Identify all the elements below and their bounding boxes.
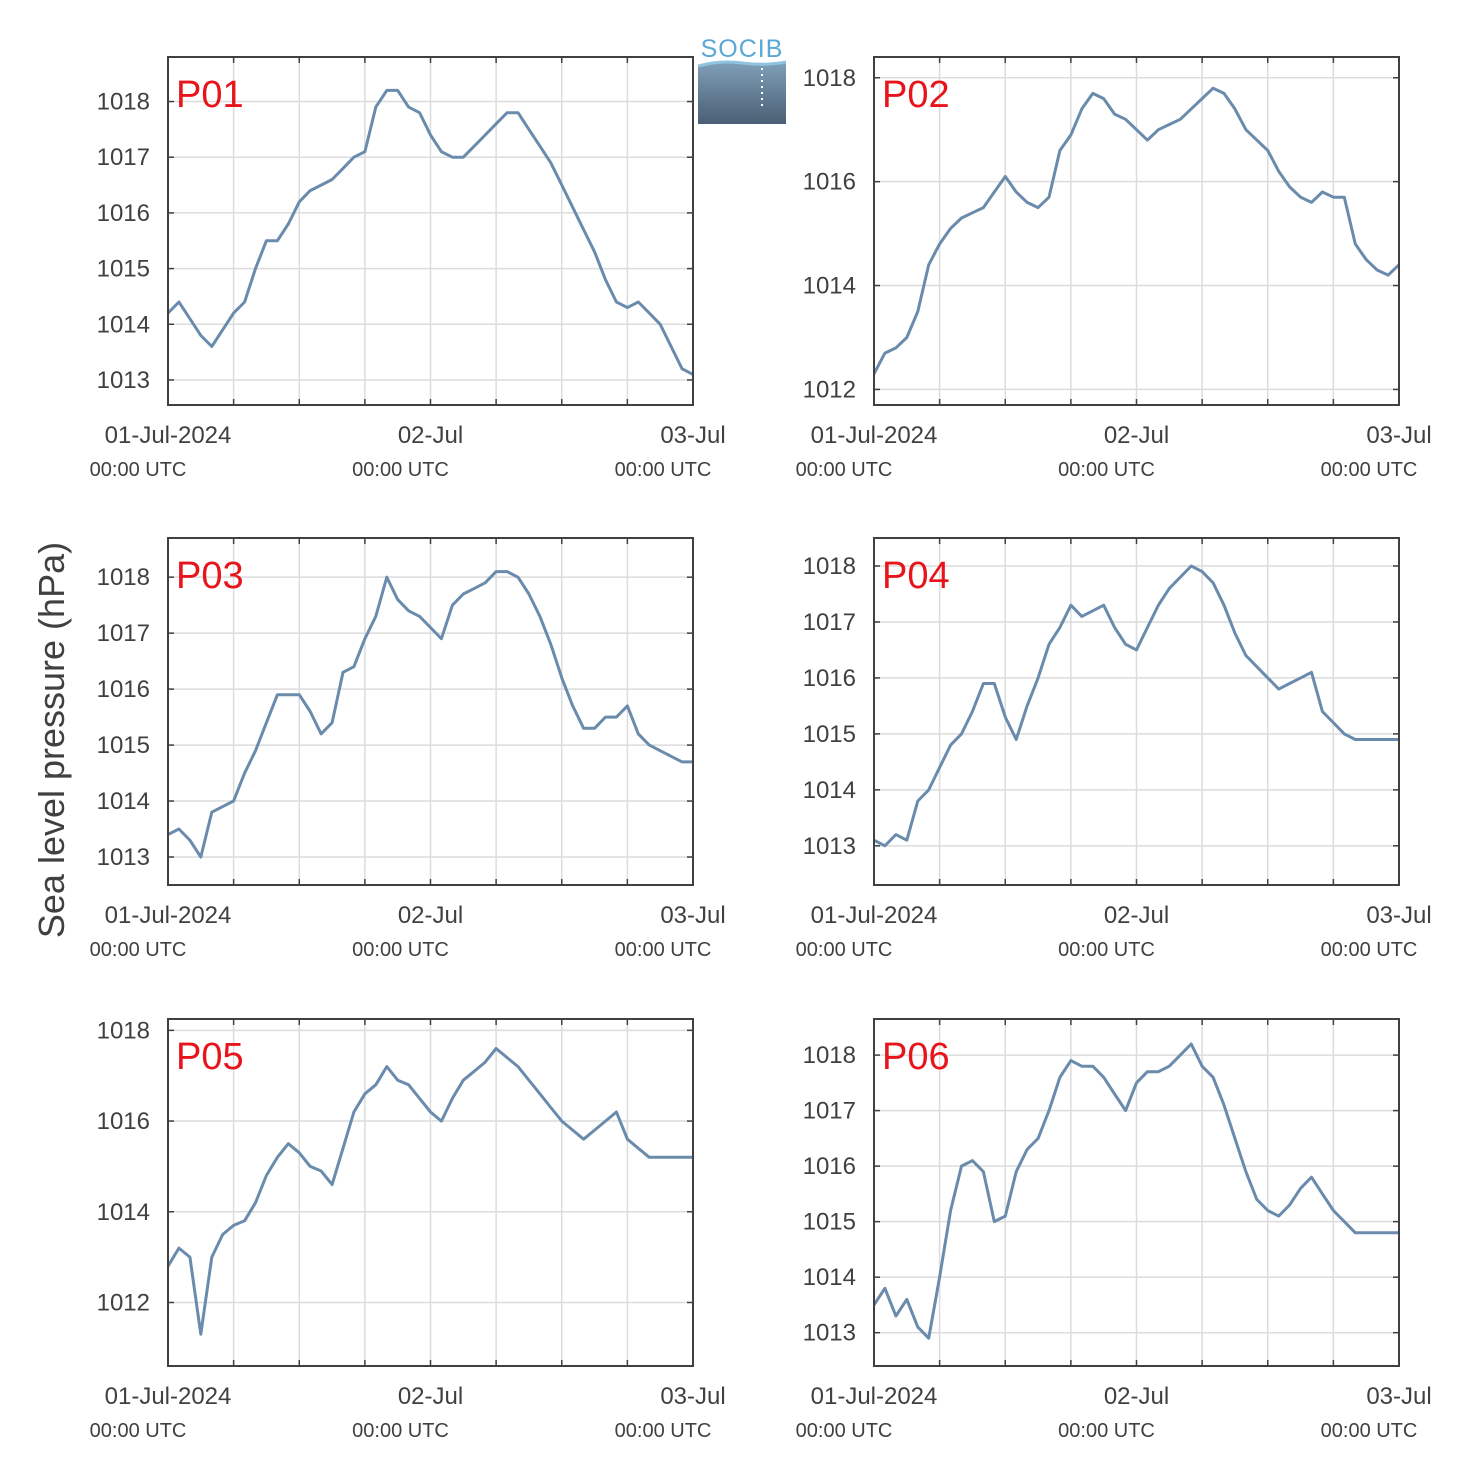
y-tick-label: 1014 <box>97 1199 150 1226</box>
x-tick-label-time: 00:00 UTC <box>1058 459 1155 481</box>
y-tick-label: 1015 <box>97 256 150 283</box>
panel-label: P05 <box>176 1036 244 1078</box>
x-tick-label-date: 03-Jul <box>1366 902 1431 929</box>
x-tick-label-time: 00:00 UTC <box>352 1420 449 1442</box>
x-tick-label-date: 01-Jul-2024 <box>105 422 232 449</box>
plot-frame <box>873 537 1400 886</box>
x-tick-label-date: 02-Jul <box>1104 422 1169 449</box>
x-tick-label-date: 02-Jul <box>398 422 463 449</box>
y-tick-label: 1016 <box>97 676 150 703</box>
panel-label: P02 <box>882 74 950 116</box>
y-tick-label: 1015 <box>803 1209 856 1236</box>
y-tick-label: 1016 <box>97 200 150 227</box>
plot-frame <box>167 1018 694 1367</box>
x-tick-label-date: 03-Jul <box>1366 1383 1431 1410</box>
plot-frame <box>167 537 694 886</box>
panel-p01: 1013 1014 1015 1016 1017 1018 01-Jul-2024 00:00… <box>90 56 726 481</box>
x-tick-label-date: 02-Jul <box>398 1383 463 1410</box>
x-tick-label-date: 02-Jul <box>1104 1383 1169 1410</box>
y-tick-label: 1018 <box>97 564 150 591</box>
y-tick-label: 1016 <box>803 665 856 692</box>
panel-p05: 1012 1014 1016 1018 01-Jul-2024 00:00 UTC 02-J… <box>90 1017 726 1442</box>
x-tick-label-date: 01-Jul-2024 <box>811 422 938 449</box>
y-tick-label: 1018 <box>97 89 150 116</box>
x-tick-label-time: 00:00 UTC <box>90 1420 187 1442</box>
y-tick-label: 1012 <box>803 376 856 403</box>
y-tick-label: 1016 <box>803 169 856 196</box>
x-tick-label-time: 00:00 UTC <box>1321 1420 1418 1442</box>
series-line-p01 <box>168 88 693 376</box>
x-tick-label-date: 02-Jul <box>398 902 463 929</box>
series-line-p02 <box>874 86 1399 376</box>
panel-p03: 1013 1014 1015 1016 1017 1018 01-Jul-2024 00:00… <box>90 537 726 961</box>
y-tick-label: 1017 <box>803 609 856 636</box>
x-tick-label-date: 01-Jul-2024 <box>811 1383 938 1410</box>
x-tick-label-date: 03-Jul <box>660 902 725 929</box>
y-tick-label: 1013 <box>97 367 150 394</box>
x-tick-label-time: 00:00 UTC <box>615 939 712 961</box>
panel-p02: 1012 1014 1016 1018 01-Jul-2024 00:00 UTC 02-J… <box>796 56 1432 481</box>
panel-label: P04 <box>882 555 950 597</box>
x-tick-label-time: 00:00 UTC <box>352 939 449 961</box>
y-tick-label: 1014 <box>803 273 856 300</box>
x-tick-label-time: 00:00 UTC <box>90 939 187 961</box>
x-tick-label-time: 00:00 UTC <box>615 459 712 481</box>
y-tick-label: 1014 <box>803 1264 856 1291</box>
y-tick-label: 1014 <box>97 788 150 815</box>
x-tick-label-time: 00:00 UTC <box>1058 939 1155 961</box>
x-tick-label-date: 03-Jul <box>660 1383 725 1410</box>
y-tick-label: 1016 <box>803 1153 856 1180</box>
x-tick-label-date: 03-Jul <box>660 422 725 449</box>
x-tick-label-time: 00:00 UTC <box>615 1420 712 1442</box>
plot-frame <box>167 56 694 406</box>
socib-logo-graphic <box>698 60 786 124</box>
x-tick-label-date: 01-Jul-2024 <box>105 902 232 929</box>
x-tick-label-time: 00:00 UTC <box>1321 459 1418 481</box>
y-tick-label: 1013 <box>97 844 150 871</box>
x-tick-label-time: 00:00 UTC <box>90 459 187 481</box>
y-tick-label: 1015 <box>97 732 150 759</box>
plot-frame <box>873 56 1400 406</box>
x-tick-label-date: 01-Jul-2024 <box>811 902 938 929</box>
series-line-p04 <box>874 564 1399 848</box>
series-line-p06 <box>874 1042 1399 1340</box>
x-tick-label-date: 03-Jul <box>1366 422 1431 449</box>
y-tick-label: 1018 <box>803 553 856 580</box>
x-tick-label-time: 00:00 UTC <box>796 939 893 961</box>
series-line-p03 <box>168 570 693 859</box>
x-tick-label-time: 00:00 UTC <box>1321 939 1418 961</box>
plot-frame <box>873 1018 1400 1367</box>
y-tick-label: 1012 <box>97 1289 150 1316</box>
x-tick-label-time: 00:00 UTC <box>352 459 449 481</box>
x-tick-label-date: 02-Jul <box>1104 902 1169 929</box>
x-tick-label-time: 00:00 UTC <box>796 459 893 481</box>
y-tick-label: 1018 <box>97 1017 150 1044</box>
y-tick-label: 1017 <box>803 1098 856 1125</box>
panel-p06: 1013 1014 1015 1016 1017 1018 01-Jul-2024 00:00… <box>796 1018 1432 1442</box>
y-tick-label: 1015 <box>803 721 856 748</box>
y-tick-label: 1017 <box>97 144 150 171</box>
y-tick-label: 1018 <box>803 1042 856 1069</box>
x-tick-label-date: 01-Jul-2024 <box>105 1383 232 1410</box>
y-tick-label: 1013 <box>803 833 856 860</box>
series-line-p05 <box>168 1047 693 1336</box>
panel-label: P06 <box>882 1036 950 1078</box>
panel-label: P01 <box>176 74 244 116</box>
socib-logo: SOCIB <box>698 36 786 124</box>
y-tick-label: 1014 <box>803 777 856 804</box>
y-tick-label: 1017 <box>97 620 150 647</box>
panel-p04: 1013 1014 1015 1016 1017 1018 01-Jul-2024 00:00… <box>796 537 1432 961</box>
panel-label: P03 <box>176 555 244 597</box>
y-tick-label: 1014 <box>97 311 150 338</box>
x-tick-label-time: 00:00 UTC <box>1058 1420 1155 1442</box>
x-tick-label-time: 00:00 UTC <box>796 1420 893 1442</box>
y-tick-label: 1018 <box>803 65 856 92</box>
socib-logo-text: SOCIB <box>700 35 784 63</box>
y-tick-label: 1016 <box>97 1108 150 1135</box>
y-tick-label: 1013 <box>803 1320 856 1347</box>
